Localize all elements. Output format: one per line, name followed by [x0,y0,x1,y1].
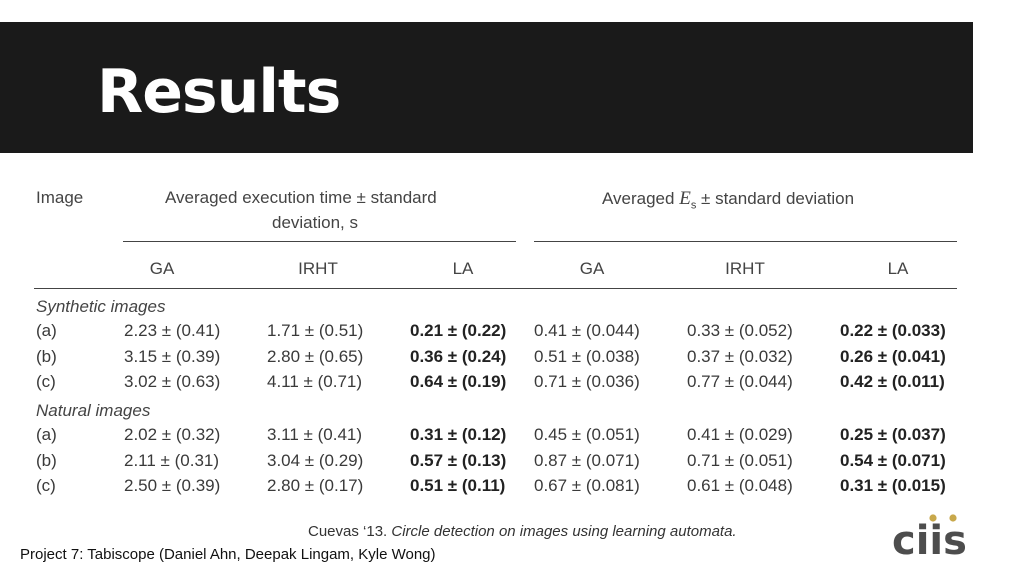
column-header: LA [887,259,909,278]
header-es-subscript: s [690,199,697,212]
table-cell: 2.50 ± (0.39) [124,476,221,495]
citation: Cuevas ‘13. Circle detection on images u… [308,523,737,540]
row-id: (a) [36,425,57,444]
table-cell: 0.37 ± (0.032) [687,347,793,366]
table-cell: 0.51 ± (0.11) [410,476,506,495]
table-cell: 3.04 ± (0.29) [267,451,364,470]
header-image: Image [36,188,84,207]
table-cell: 0.71 ± (0.051) [687,451,793,470]
table-cell: 0.26 ± (0.041) [840,347,946,366]
table-cell: 0.87 ± (0.071) [534,451,640,470]
citation-title: Circle detection on images using learnin… [391,523,737,540]
table-cell: 0.25 ± (0.037) [840,425,946,444]
table-cell: 2.80 ± (0.65) [267,347,364,366]
table-cell: 3.15 ± (0.39) [124,347,221,366]
section-label: Natural images [36,401,151,420]
table-cell: 0.61 ± (0.048) [687,476,793,495]
table-cell: 0.31 ± (0.015) [840,476,946,495]
column-header: GA [579,259,605,278]
table-cell: 0.71 ± (0.036) [534,372,640,391]
column-header: LA [452,259,474,278]
logo-dot-1 [929,514,937,522]
table-cell: 0.33 ± (0.052) [687,321,793,340]
column-header: GA [149,259,175,278]
header-time-line1: Averaged execution time ± standard [165,188,437,207]
header-es-suffix: ± standard deviation [696,189,855,208]
table-cell: 0.77 ± (0.044) [687,372,793,391]
title-bar [0,22,973,153]
table-cell: 2.80 ± (0.17) [267,476,364,495]
table-cell: 3.11 ± (0.41) [267,425,363,444]
row-id: (a) [36,321,57,340]
row-id: (c) [36,372,56,391]
table-cell: 0.36 ± (0.24) [410,347,507,366]
citation-authors: Cuevas ‘13. [308,523,392,540]
table-cell: 0.54 ± (0.071) [840,451,946,470]
table-cell: 0.41 ± (0.029) [687,425,793,444]
header-time-line2: deviation, s [272,213,358,232]
table-cell: 2.02 ± (0.32) [124,425,221,444]
table-cell: 0.67 ± (0.081) [534,476,640,495]
table-cell: 0.22 ± (0.033) [840,321,946,340]
table-cell: 0.42 ± (0.011) [840,372,945,391]
table-cell: 0.57 ± (0.13) [410,451,507,470]
footer-text: Project 7: Tabiscope (Daniel Ahn, Deepak… [20,546,436,563]
table-cell: 2.23 ± (0.41) [124,321,221,340]
logo-wordmark: ciis [892,518,967,558]
table-cell: 0.21 ± (0.22) [410,321,507,340]
column-header: IRHT [298,259,338,278]
rule-time-group [123,241,516,242]
header-es-prefix: Averaged [602,189,680,208]
header-es-symbol: E [679,188,691,209]
table-cell: 1.71 ± (0.51) [267,321,364,340]
table-cell: 0.51 ± (0.038) [534,347,640,366]
row-id: (b) [36,451,57,470]
table-cell: 0.45 ± (0.051) [534,425,640,444]
table-cell: 3.02 ± (0.63) [124,372,221,391]
rule-es-group [534,241,957,242]
table-cell: 0.31 ± (0.12) [410,425,507,444]
rule-header-bottom [34,288,957,289]
row-id: (c) [36,476,56,495]
row-id: (b) [36,347,57,366]
header-es-group: Averaged Es ± standard deviation [602,189,854,211]
slide-title: Results [97,57,341,127]
column-header: IRHT [725,259,765,278]
table-cell: 0.64 ± (0.19) [410,372,507,391]
logo-dot-2 [949,514,957,522]
table-cell: 4.11 ± (0.71) [267,372,363,391]
table-cell: 0.41 ± (0.044) [534,321,640,340]
section-label: Synthetic images [36,297,166,316]
table-cell: 2.11 ± (0.31) [124,451,220,470]
ciis-logo: ciis [892,514,967,558]
